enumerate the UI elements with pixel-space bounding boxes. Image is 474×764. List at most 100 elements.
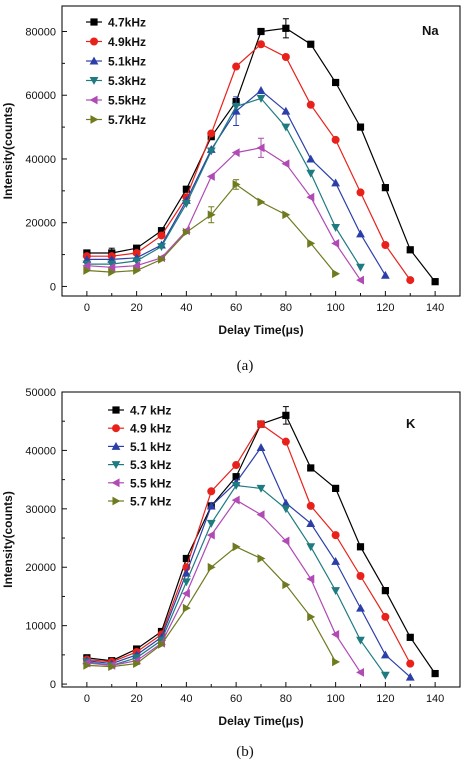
data-point xyxy=(331,239,340,248)
data-point xyxy=(281,536,290,546)
data-point xyxy=(431,278,439,286)
series-3 xyxy=(82,481,390,680)
legend-entry: 5.7 kHz xyxy=(130,495,171,509)
data-point xyxy=(133,659,142,669)
data-point xyxy=(82,261,91,271)
series-line xyxy=(86,43,411,281)
data-point xyxy=(257,197,266,207)
x-axis-label: Delay Time(μs) xyxy=(218,323,303,337)
series-line xyxy=(86,414,436,674)
data-point xyxy=(281,505,291,514)
data-point xyxy=(281,106,291,115)
data-point xyxy=(431,669,439,678)
data-point xyxy=(306,574,315,584)
data-point xyxy=(132,261,141,271)
y-tick-label: 20000 xyxy=(25,562,56,574)
data-point xyxy=(206,519,216,528)
data-point xyxy=(380,650,390,659)
data-point xyxy=(181,578,191,587)
x-tick-label: 0 xyxy=(84,693,90,705)
legend-entry: 4.7 kHz xyxy=(130,404,171,418)
data-point xyxy=(257,27,265,36)
legend-marker xyxy=(90,37,98,46)
x-tick-label: 0 xyxy=(84,302,90,314)
panel-caption: (b) xyxy=(236,744,254,760)
data-point xyxy=(306,519,316,527)
data-point xyxy=(381,612,390,621)
legend-marker xyxy=(112,406,120,414)
data-point xyxy=(182,603,191,613)
series-1 xyxy=(82,40,415,285)
data-point xyxy=(256,143,265,153)
series-line xyxy=(86,183,337,275)
legend-marker xyxy=(89,56,99,65)
data-point xyxy=(231,481,241,490)
data-point xyxy=(406,276,415,285)
data-point xyxy=(257,420,265,429)
x-tick-label: 40 xyxy=(180,302,192,314)
legend-entry: 5.5 kHz xyxy=(130,476,171,490)
x-axis-label: Delay Time(μs) xyxy=(218,714,303,728)
x-tick-label: 60 xyxy=(230,302,242,314)
data-point xyxy=(231,495,240,505)
data-point xyxy=(282,411,290,419)
y-tick-label: 0 xyxy=(50,281,56,293)
data-point xyxy=(356,229,365,238)
y-tick-label: 60000 xyxy=(25,90,56,102)
legend-entry: 5.1 kHz xyxy=(130,440,171,454)
data-point xyxy=(406,659,415,668)
x-tick-label: 80 xyxy=(280,302,292,314)
series-5 xyxy=(83,542,341,671)
data-point xyxy=(331,630,340,639)
data-point xyxy=(232,461,241,470)
data-point xyxy=(182,227,191,237)
data-point xyxy=(406,633,414,641)
legend-entry: 5.3kHz xyxy=(108,74,146,88)
data-point xyxy=(356,123,365,131)
data-point xyxy=(231,102,241,111)
data-point xyxy=(206,172,215,181)
data-point xyxy=(331,557,341,565)
data-point xyxy=(181,568,191,577)
data-point xyxy=(83,660,92,670)
data-point xyxy=(157,639,166,649)
data-point xyxy=(157,243,166,252)
legend-entry: 5.7kHz xyxy=(108,113,146,127)
legend-marker xyxy=(90,115,99,124)
data-point xyxy=(356,188,365,197)
data-point xyxy=(356,603,365,612)
series-3 xyxy=(82,94,365,272)
data-point xyxy=(232,180,241,189)
data-point xyxy=(232,62,241,71)
series-line xyxy=(86,546,337,668)
data-point xyxy=(356,572,365,581)
y-tick-label: 50000 xyxy=(25,387,56,399)
data-point xyxy=(157,254,166,264)
y-axis-label: Intensity(counts) xyxy=(1,491,15,588)
legend-entry: 4.7kHz xyxy=(108,16,146,30)
data-point xyxy=(231,148,240,157)
data-point xyxy=(306,154,316,163)
x-tick-label: 80 xyxy=(280,693,292,705)
series-line xyxy=(86,147,361,281)
data-point xyxy=(281,123,291,132)
data-point xyxy=(207,210,216,220)
data-point xyxy=(132,248,141,257)
series-line xyxy=(86,499,362,673)
data-point xyxy=(281,52,290,61)
data-point xyxy=(356,636,365,645)
data-point xyxy=(331,223,341,232)
legend-marker xyxy=(112,496,121,506)
y-axis-label: Intensity(counts) xyxy=(1,103,15,200)
legend-entry: 5.3 kHz xyxy=(130,458,171,472)
data-point xyxy=(181,589,190,598)
data-point xyxy=(332,269,341,279)
data-point xyxy=(306,501,315,510)
data-point xyxy=(181,200,191,208)
data-point xyxy=(108,267,117,277)
data-point xyxy=(256,443,266,452)
data-point xyxy=(133,244,141,252)
y-tick-label: 80000 xyxy=(25,26,56,38)
x-tick-label: 140 xyxy=(426,302,444,314)
x-tick-label: 120 xyxy=(376,693,394,705)
